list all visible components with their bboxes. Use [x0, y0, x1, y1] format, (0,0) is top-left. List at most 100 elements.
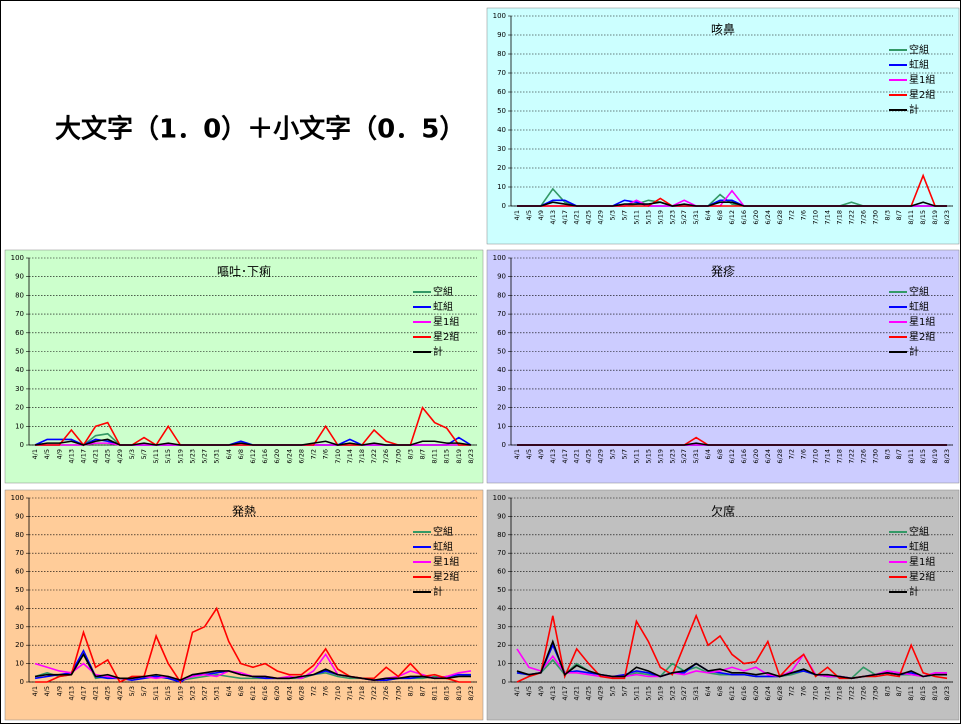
x-tick-label: 7/22: [370, 686, 378, 701]
x-tick-label: 5/3: [609, 449, 617, 459]
y-tick-label: 20: [15, 641, 24, 649]
legend-label: 虹組: [909, 58, 929, 71]
x-tick-label: 6/16: [740, 449, 748, 464]
x-tick-label: 5/19: [176, 686, 184, 701]
x-tick-label: 8/7: [419, 686, 427, 696]
x-tick-label: 6/4: [225, 449, 233, 459]
x-tick-label: 7/26: [382, 686, 390, 701]
legend-label: 星1組: [433, 555, 459, 568]
x-tick-label: 8/23: [943, 210, 951, 225]
chart-title: 欠席: [711, 504, 735, 519]
series-line: [516, 613, 948, 683]
x-tick-label: 8/15: [919, 449, 927, 464]
x-tick-label: 7/10: [334, 449, 342, 464]
x-tick-label: 4/1: [513, 210, 521, 220]
x-tick-label: 5/15: [644, 686, 652, 701]
x-tick-label: 7/10: [812, 686, 820, 701]
x-tick-label: 6/28: [776, 449, 784, 464]
x-tick-label: 6/12: [728, 449, 736, 464]
x-tick-label: 4/13: [549, 449, 557, 464]
y-tick-label: 0: [502, 441, 506, 449]
y-tick-label: 40: [497, 366, 506, 374]
x-tick-label: 4/1: [513, 686, 521, 696]
x-tick-label: 8/3: [406, 686, 414, 696]
x-tick-label: 5/3: [128, 686, 136, 696]
y-tick-label: 20: [497, 404, 506, 412]
series-line: [34, 652, 471, 682]
chart-area: [486, 7, 960, 245]
legend-label: 空組: [909, 43, 929, 56]
x-tick-label: 4/13: [549, 210, 557, 225]
x-tick-label: 6/8: [716, 449, 724, 459]
x-tick-label: 7/2: [788, 686, 796, 696]
x-tick-label: 4/21: [573, 686, 581, 701]
series-line: [516, 639, 948, 680]
x-tick-label: 5/19: [176, 449, 184, 464]
x-tick-label: 4/13: [549, 686, 557, 701]
x-tick-label: 8/11: [907, 449, 915, 464]
x-tick-label: 6/4: [704, 686, 712, 696]
x-tick-label: 4/25: [585, 686, 593, 701]
y-tick-label: 60: [15, 329, 24, 337]
y-tick-label: 80: [15, 531, 24, 539]
x-tick-label: 7/10: [812, 449, 820, 464]
x-tick-label: 4/25: [104, 686, 112, 701]
y-tick-label: 50: [15, 586, 24, 594]
chart-area: [486, 249, 960, 484]
x-tick-label: 5/7: [620, 686, 628, 696]
y-tick-label: 100: [493, 254, 506, 262]
x-tick-label: 8/23: [467, 449, 475, 464]
x-tick-label: 4/21: [573, 210, 581, 225]
x-tick-label: 6/16: [261, 449, 269, 464]
x-tick-label: 6/8: [716, 686, 724, 696]
legend-label: 計: [909, 345, 919, 358]
x-tick-label: 4/9: [537, 210, 545, 220]
series-line: [516, 442, 948, 446]
x-tick-label: 6/12: [728, 686, 736, 701]
x-tick-label: 6/20: [752, 686, 760, 701]
y-tick-label: 10: [497, 422, 506, 430]
y-tick-label: 80: [497, 50, 506, 58]
y-tick-label: 50: [497, 348, 506, 356]
x-tick-label: 7/30: [394, 686, 402, 701]
x-tick-label: 6/8: [716, 210, 724, 220]
x-tick-label: 5/15: [644, 210, 652, 225]
chart-area: [4, 489, 484, 721]
y-tick-label: 0: [502, 678, 506, 686]
y-tick-label: 90: [15, 512, 24, 520]
x-tick-label: 7/10: [334, 686, 342, 701]
x-tick-label: 6/20: [273, 449, 281, 464]
x-tick-label: 4/5: [43, 449, 51, 459]
y-tick-label: 100: [493, 494, 506, 502]
x-tick-label: 5/19: [656, 686, 664, 701]
x-tick-label: 5/27: [680, 210, 688, 225]
x-tick-label: 4/1: [31, 686, 39, 696]
x-tick-label: 8/11: [907, 210, 915, 225]
x-tick-label: 5/31: [213, 449, 221, 464]
x-tick-label: 7/14: [824, 210, 832, 225]
legend-label: 星2組: [909, 570, 935, 583]
x-tick-label: 6/4: [704, 210, 712, 220]
x-tick-label: 7/2: [310, 686, 318, 696]
y-tick-label: 100: [493, 12, 506, 20]
x-tick-label: 8/15: [443, 449, 451, 464]
heading: 大文字（1．0）＋小文字（0．5）: [55, 114, 465, 145]
y-tick-label: 10: [15, 422, 24, 430]
x-tick-label: 5/7: [620, 210, 628, 220]
x-tick-label: 4/29: [597, 210, 605, 225]
legend-label: 星2組: [433, 570, 459, 583]
x-tick-label: 4/25: [104, 449, 112, 464]
x-tick-label: 8/19: [931, 210, 939, 225]
x-tick-label: 4/5: [43, 686, 51, 696]
x-tick-label: 4/13: [67, 686, 75, 701]
legend-label: 星1組: [909, 73, 935, 86]
x-tick-label: 7/18: [836, 449, 844, 464]
y-tick-label: 80: [15, 291, 24, 299]
y-tick-label: 60: [15, 568, 24, 576]
x-tick-label: 5/11: [152, 686, 160, 701]
y-tick-label: 0: [20, 678, 24, 686]
series-line: [516, 201, 948, 207]
x-tick-label: 7/2: [310, 449, 318, 459]
x-tick-label: 8/23: [467, 686, 475, 701]
legend-label: 星2組: [909, 330, 935, 343]
